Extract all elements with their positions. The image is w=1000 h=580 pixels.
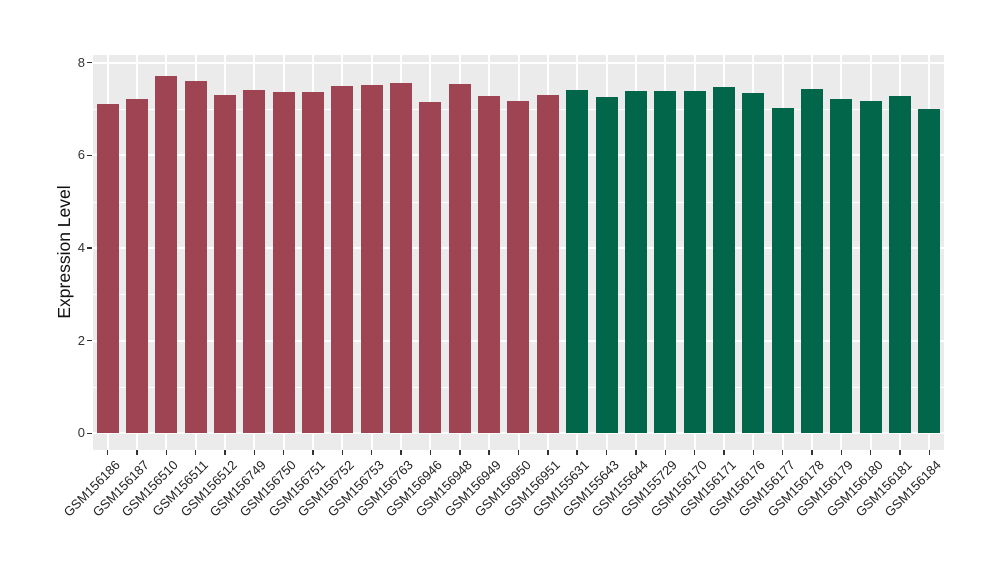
bar: [96, 104, 119, 434]
bar: [448, 84, 471, 434]
y-tick-mark: [87, 432, 92, 434]
x-tick-mark: [400, 450, 402, 455]
x-tick-mark: [106, 450, 109, 455]
bar: [830, 98, 853, 434]
y-tick-mark: [87, 339, 92, 342]
bar: [184, 81, 207, 434]
y-tick-label: 6: [77, 147, 85, 163]
y-tick-mark: [87, 247, 92, 249]
x-tick-mark: [840, 450, 842, 455]
bar: [507, 101, 530, 434]
x-tick-mark: [341, 450, 344, 455]
bar: [712, 86, 735, 434]
x-tick-mark: [224, 450, 226, 455]
x-tick-mark: [723, 450, 725, 455]
bar: [272, 92, 295, 434]
bar: [536, 94, 559, 434]
bar: [800, 89, 823, 434]
x-tick-mark: [576, 450, 578, 455]
bar: [888, 96, 911, 434]
bar: [654, 90, 677, 434]
x-tick-mark: [664, 450, 666, 455]
x-tick-mark: [811, 450, 813, 455]
x-tick-mark: [869, 450, 872, 455]
x-tick-mark: [312, 450, 314, 455]
bar: [155, 75, 178, 434]
x-tick-mark: [547, 450, 549, 455]
x-tick-mark: [429, 450, 432, 455]
x-tick-mark: [165, 450, 168, 455]
x-tick-mark: [605, 450, 608, 455]
bar: [360, 85, 383, 434]
bar: [390, 83, 413, 434]
x-tick-mark: [195, 450, 197, 455]
y-tick-label: 2: [77, 332, 85, 348]
plot-panel: [93, 55, 944, 450]
y-tick-label: 4: [77, 239, 85, 255]
x-tick-mark: [488, 450, 490, 455]
y-tick-label: 0: [77, 425, 85, 441]
bar: [419, 102, 442, 434]
bar: [624, 90, 647, 434]
x-tick-mark: [752, 450, 754, 455]
x-tick-mark: [459, 450, 461, 455]
x-tick-mark: [371, 450, 373, 455]
x-tick-mark: [899, 450, 901, 455]
x-tick-mark: [928, 450, 931, 455]
bar: [243, 89, 266, 434]
bar: [214, 95, 237, 434]
y-tick-label: 8: [77, 54, 85, 70]
bar: [918, 108, 941, 434]
bar: [859, 101, 882, 434]
bar: [742, 93, 765, 434]
bar: [126, 99, 148, 434]
x-tick-mark: [136, 450, 138, 455]
bar: [595, 97, 618, 434]
bar: [566, 89, 589, 434]
bar: [302, 92, 325, 434]
y-tick-mark: [87, 61, 92, 64]
bar: [331, 86, 354, 434]
x-tick-mark: [253, 450, 256, 455]
y-tick-mark: [87, 154, 92, 156]
bar: [478, 96, 501, 434]
bar: [771, 107, 794, 434]
x-tick-mark: [781, 450, 784, 455]
bar: [683, 90, 706, 434]
x-tick-mark: [635, 450, 637, 455]
x-tick-mark: [517, 450, 520, 455]
x-tick-mark: [283, 450, 285, 455]
x-tick-mark: [693, 450, 696, 455]
